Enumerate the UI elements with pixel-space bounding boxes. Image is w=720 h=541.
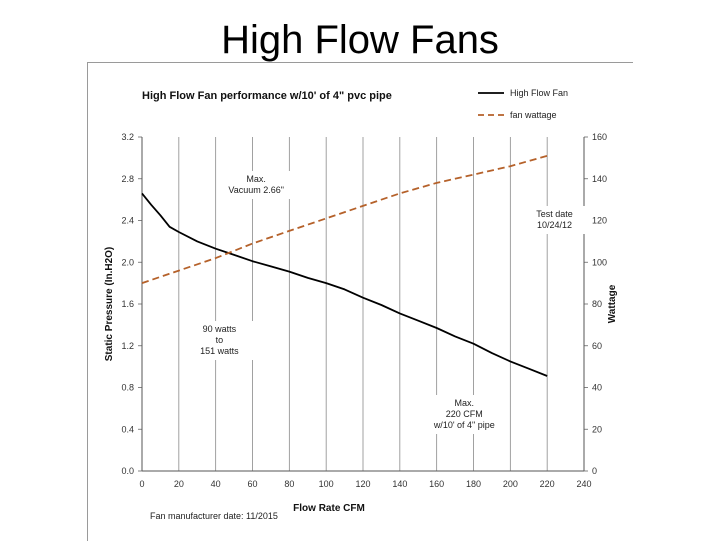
- x-tick-label: 180: [466, 479, 481, 489]
- series-line-fan-wattage: [141, 154, 548, 284]
- y2-tick-label: 140: [592, 174, 607, 184]
- y-tick-label: 3.2: [121, 132, 134, 142]
- y-tick-label: 1.6: [121, 299, 134, 309]
- x-axis-title: Flow Rate CFM: [293, 503, 365, 514]
- annotation-watts-range-text: 151 watts: [200, 346, 239, 356]
- x-tick-label: 140: [392, 479, 407, 489]
- annotation-max-vacuum-text: Vacuum 2.66": [228, 185, 284, 195]
- y2-tick-label: 160: [592, 132, 607, 142]
- annotation-test-date-text: Test date: [536, 209, 573, 219]
- x-tick-label: 220: [540, 479, 555, 489]
- x-tick-label: 60: [247, 479, 257, 489]
- x-tick-label: 80: [284, 479, 294, 489]
- x-tick-label: 40: [211, 479, 221, 489]
- annotation-watts-range-text: to: [216, 335, 224, 345]
- y2-tick-label: 60: [592, 341, 602, 351]
- series-lines: [141, 154, 548, 377]
- annotation-max-cfm-text: w/10' of 4" pipe: [433, 420, 495, 430]
- y-tick-label: 2.4: [121, 216, 134, 226]
- y2-tick-label: 100: [592, 257, 607, 267]
- annotation-max-cfm-text: 220 CFM: [446, 409, 483, 419]
- y-tick-label: 1.2: [121, 341, 134, 351]
- annotation-max-cfm-text: Max.: [455, 398, 475, 408]
- x-tick-label: 240: [576, 479, 591, 489]
- annotation-max-cfm-bg: [428, 395, 501, 434]
- y2-tick-label: 80: [592, 299, 602, 309]
- x-tick-label: 20: [174, 479, 184, 489]
- legend-label-fan-wattage: fan wattage: [510, 110, 557, 120]
- tick-labels: 0 20 40 60 80 100 120 140 160 180 200 220 2400.00.40…: [121, 132, 607, 489]
- x-tick-label: 200: [503, 479, 518, 489]
- y-tick-label: 0.0: [121, 466, 134, 476]
- x-tick-label: 0: [139, 479, 144, 489]
- slide-title: High Flow Fans: [221, 18, 499, 62]
- y-tick-label: 0.8: [121, 383, 134, 393]
- series-line-high-flow-fan: [141, 192, 548, 377]
- legend-label-high-flow-fan: High Flow Fan: [510, 88, 568, 98]
- legend: High Flow Fan fan wattage: [478, 88, 568, 120]
- chart-svg: High Flow Fan performance w/10' of 4" pv…: [104, 88, 618, 521]
- axes: [138, 136, 588, 472]
- annotation-max-vacuum-text: Max.: [246, 174, 266, 184]
- chart-figure: High Flow Fan performance w/10' of 4" pv…: [87, 62, 633, 541]
- chart-title: High Flow Fan performance w/10' of 4" pv…: [142, 90, 392, 102]
- y-axis-title: Static Pressure (In.H2O): [104, 247, 115, 361]
- x-tick-label: 160: [429, 479, 444, 489]
- y2-axis-title: Wattage: [607, 284, 618, 323]
- annotation-watts-range-text: 90 watts: [203, 324, 237, 334]
- x-tick-label: 100: [319, 479, 334, 489]
- y2-tick-label: 120: [592, 216, 607, 226]
- annotation-test-date-text: 10/24/12: [537, 220, 572, 230]
- y2-tick-label: 0: [592, 466, 597, 476]
- y2-tick-label: 20: [592, 424, 602, 434]
- annotation-max-vacuum-bg: [220, 171, 293, 199]
- annotation-test-date-bg: [518, 206, 591, 234]
- x-tick-label: 120: [355, 479, 370, 489]
- y-tick-label: 2.0: [121, 257, 134, 267]
- y-tick-label: 2.8: [121, 174, 134, 184]
- y2-tick-label: 40: [592, 383, 602, 393]
- footnote: Fan manufacturer date: 11/2015: [150, 511, 278, 521]
- y-tick-label: 0.4: [121, 424, 134, 434]
- annotation-watts-range-bg: [183, 321, 256, 360]
